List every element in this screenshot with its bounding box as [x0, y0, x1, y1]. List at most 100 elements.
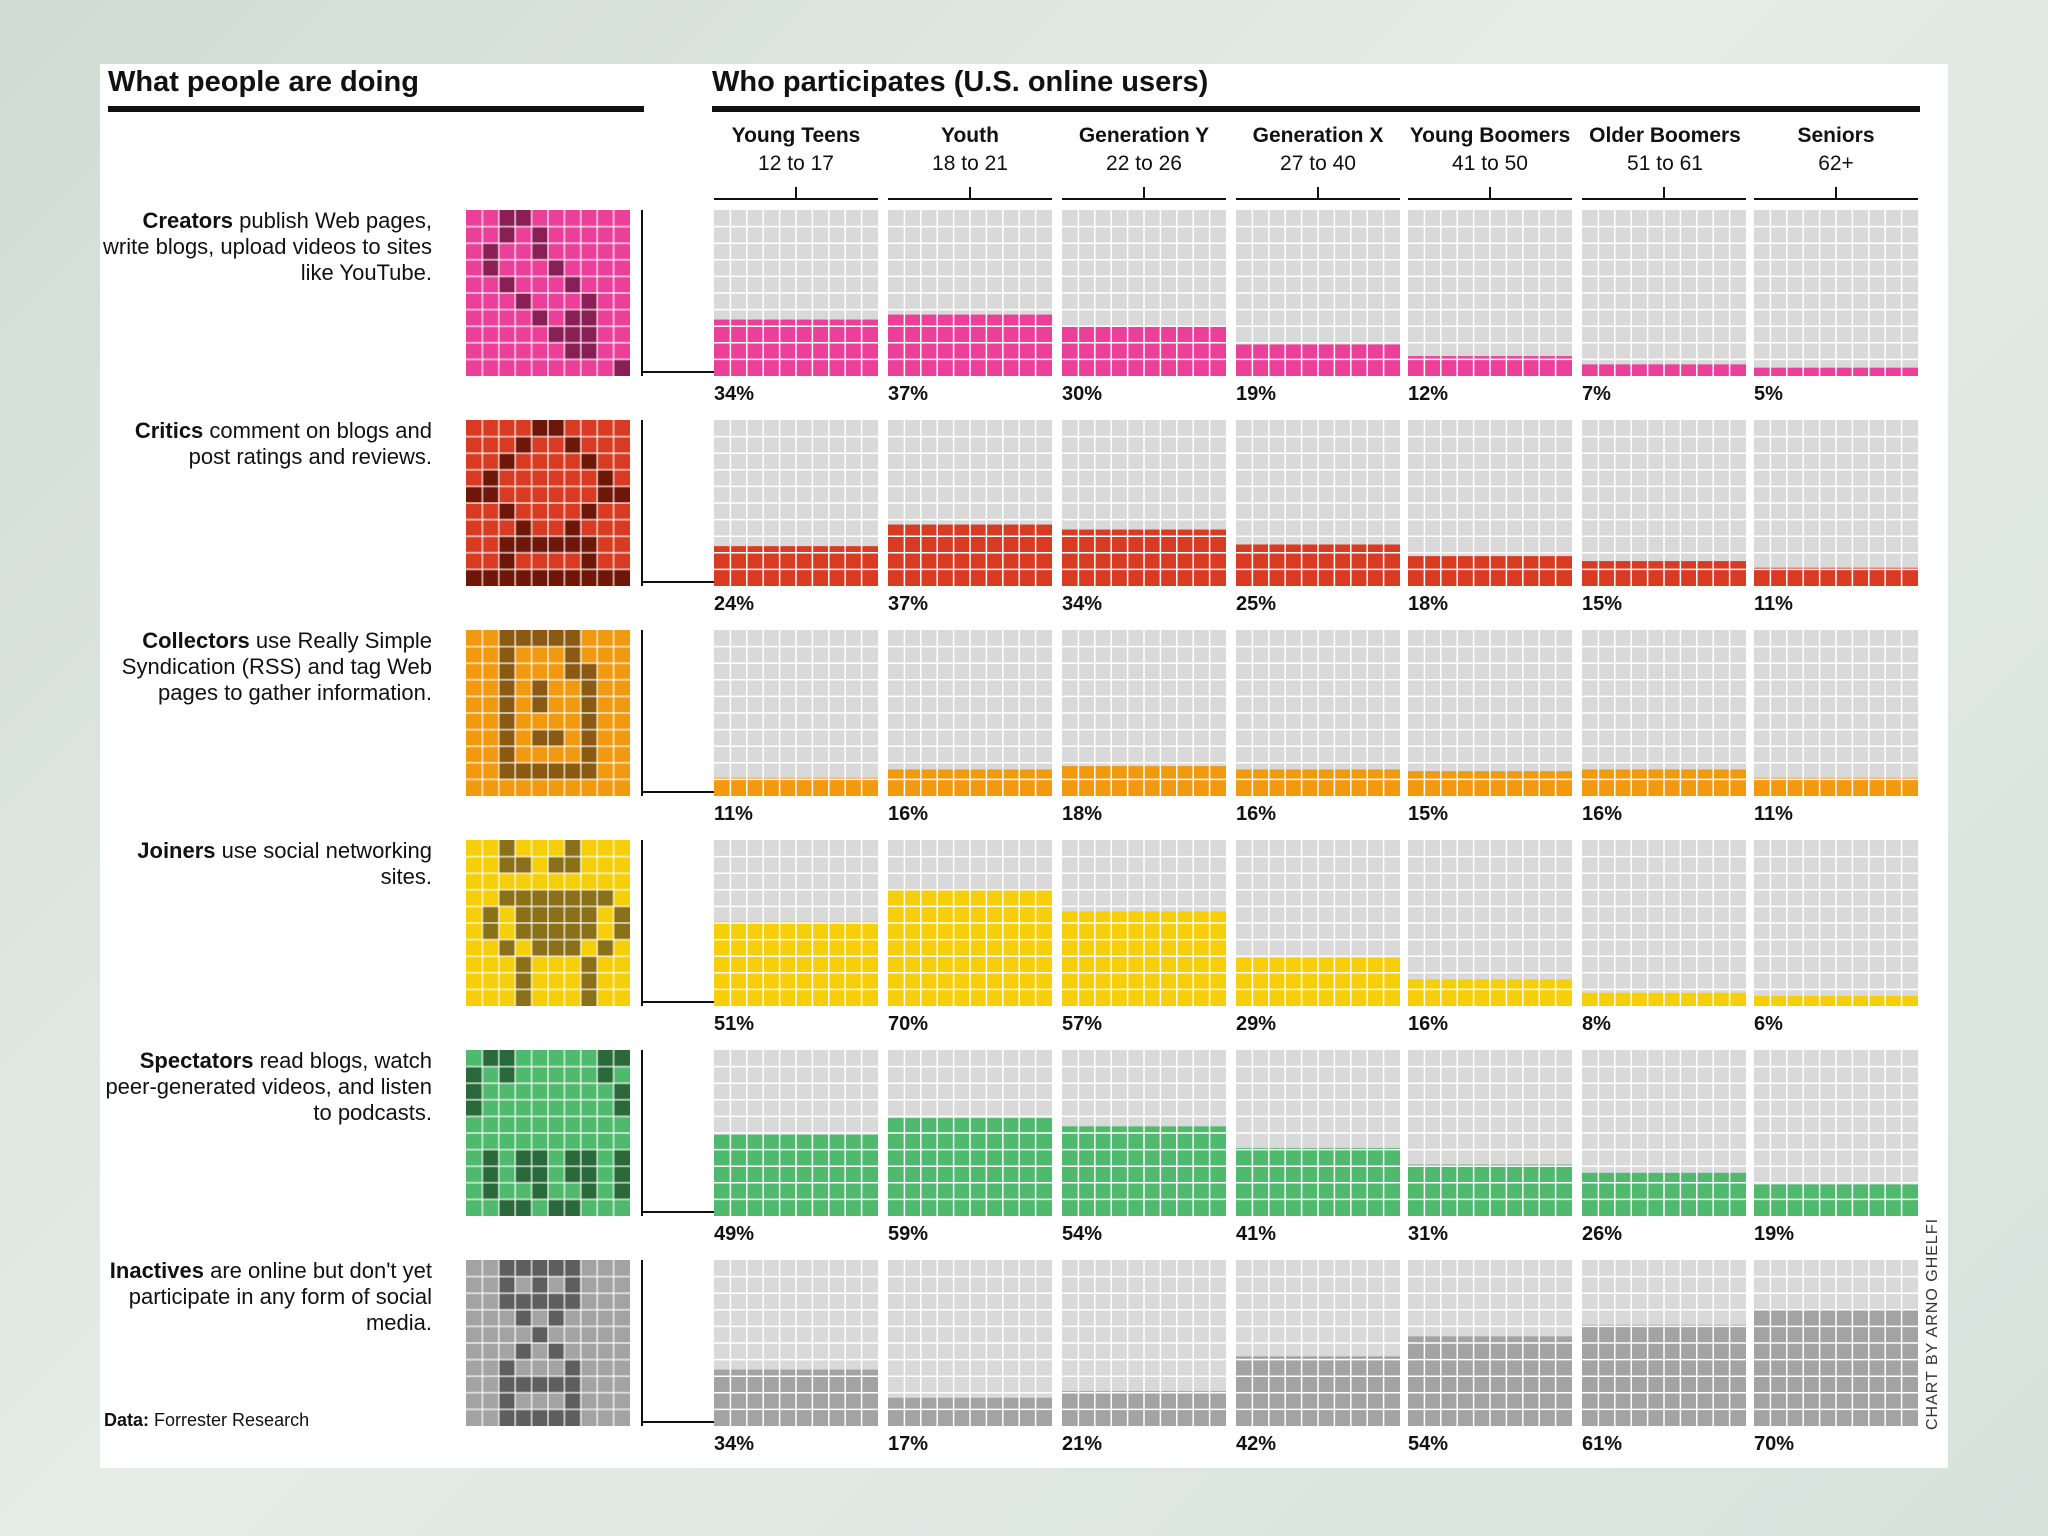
creators-icon-pixel — [531, 243, 548, 260]
collectors-icon-pixel — [498, 746, 516, 763]
spectators-icon-pixel — [515, 1149, 532, 1167]
joiners-icon-pixel — [548, 889, 565, 907]
spectators-icon-pixel — [466, 1083, 483, 1100]
inactives-icon-pixel — [531, 1276, 548, 1294]
creators-icon-pixel — [564, 309, 581, 327]
creators-icon-pixel — [515, 293, 532, 310]
joiners-icon-pixel — [564, 889, 581, 907]
critics-label-4: 18% — [1408, 593, 1448, 615]
collectors-icon-pixel — [531, 630, 548, 647]
collectors-label-3: 16% — [1236, 803, 1276, 825]
collectors-icon-pixel — [548, 762, 565, 780]
joiners-icon-pixel — [613, 923, 630, 940]
spectators-icon-pixel — [466, 1099, 483, 1117]
joiners-icon-pixel — [548, 856, 565, 874]
critics-icon-pixel — [580, 453, 598, 470]
spectators-icon-pixel — [580, 1182, 598, 1200]
critics-icon-pixel — [515, 536, 532, 553]
critics-icon-pixel — [498, 503, 516, 520]
spectators-icon-pixel — [613, 1166, 630, 1183]
spectators-icon-pixel — [498, 1050, 516, 1067]
inactives-icon-pixel — [515, 1409, 532, 1426]
creators-icon-pixel — [498, 276, 516, 293]
spectators-icon-pixel — [498, 1199, 516, 1216]
joiners-icon-pixel — [482, 923, 499, 940]
joiners-icon-pixel — [498, 889, 516, 907]
inactives-icon-pixel — [548, 1309, 565, 1327]
creators-label-3: 19% — [1236, 383, 1276, 405]
collectors-icon-pixel — [564, 663, 581, 680]
collectors-icon-pixel — [580, 713, 598, 730]
collectors-icon-pixel — [564, 646, 581, 664]
inactives-label-3: 42% — [1236, 1433, 1276, 1455]
spectators-icon-pixel — [515, 1199, 532, 1216]
desc-spectators: Spectators read blogs, watch peer-genera… — [105, 1048, 432, 1125]
critics-icon-pixel — [548, 536, 565, 553]
joiners-label-5: 8% — [1582, 1013, 1611, 1035]
collectors-label-2: 18% — [1062, 803, 1102, 825]
creators-icon-pixel — [498, 226, 516, 244]
inactives-icon-pixel — [531, 1326, 548, 1343]
joiners-icon-pixel — [564, 856, 581, 874]
spectators-icon-pixel — [564, 1199, 581, 1216]
joiners-icon-pixel — [515, 923, 532, 940]
creators-label-2: 30% — [1062, 383, 1102, 405]
joiners-icon-pixel — [613, 906, 630, 923]
joiners-icon-pixel — [515, 906, 532, 923]
collectors-label-0: 11% — [714, 803, 753, 825]
inactives-icon-pixel — [498, 1376, 516, 1393]
critics-icon-pixel — [482, 469, 499, 487]
left-title-rule — [108, 106, 644, 112]
collectors-icon-pixel — [580, 679, 598, 697]
inactives-icon-pixel — [564, 1276, 581, 1294]
collectors-icon-pixel — [515, 762, 532, 780]
spectators-label-1: 59% — [888, 1223, 928, 1245]
joiners-icon-pixel — [580, 906, 598, 923]
joiners-icon-pixel — [580, 989, 598, 1006]
joiners-icon-pixel — [564, 840, 581, 857]
creators-icon-pixel — [564, 342, 581, 360]
desc-collectors: Collectors use Really Simple Syndication… — [121, 628, 432, 705]
critics-icon-pixel — [498, 552, 516, 570]
critics-label-0: 24% — [714, 593, 754, 615]
inactives-icon-pixel — [515, 1309, 532, 1327]
spectators-icon-pixel — [531, 1166, 548, 1183]
critics-icon-pixel — [466, 569, 483, 586]
creators-label-4: 12% — [1408, 383, 1448, 405]
creators-icon-pixel — [580, 326, 598, 343]
inactives-icon-pixel — [498, 1260, 516, 1277]
collectors-icon-pixel — [580, 663, 598, 680]
collectors-label-5: 16% — [1582, 803, 1622, 825]
critics-icon-pixel — [580, 552, 598, 570]
spectators-icon-pixel — [564, 1166, 581, 1183]
critics-icon-pixel — [564, 519, 581, 537]
collectors-icon-pixel — [498, 713, 516, 730]
spectators-icon-pixel — [613, 1083, 630, 1100]
joiners-label-3: 29% — [1236, 1013, 1276, 1035]
collectors-icon-pixel — [531, 762, 548, 780]
creators-label-1: 37% — [888, 383, 928, 405]
creators-icon-pixel — [531, 309, 548, 327]
spectators-icon-pixel — [531, 1149, 548, 1167]
critics-icon-pixel — [498, 453, 516, 470]
joiners-icon-pixel — [564, 923, 581, 940]
inactives-label-5: 61% — [1582, 1433, 1622, 1455]
joiners-label-4: 16% — [1408, 1013, 1448, 1035]
left-section-title: What people are doing — [108, 66, 419, 98]
inactives-icon-pixel — [498, 1293, 516, 1310]
collectors-label-1: 16% — [888, 803, 928, 825]
joiners-icon-pixel — [515, 856, 532, 874]
joiners-label-0: 51% — [714, 1013, 754, 1035]
spectators-icon-pixel — [580, 1166, 598, 1183]
critics-icon-pixel — [548, 420, 565, 437]
spectators-icon-pixel — [597, 1050, 614, 1067]
data-source: Data: Forrester Research — [104, 1410, 310, 1430]
spectators-icon-pixel — [613, 1099, 630, 1117]
spectators-label-6: 19% — [1754, 1223, 1794, 1245]
critics-icon-pixel — [597, 469, 614, 487]
age-header-youth: Youth 18 to 21 — [932, 124, 1008, 175]
age-header-young-boomers: Young Boomers 41 to 50 — [1409, 124, 1571, 175]
critics-icon-pixel — [548, 569, 565, 586]
inactives-label-4: 54% — [1408, 1433, 1448, 1455]
